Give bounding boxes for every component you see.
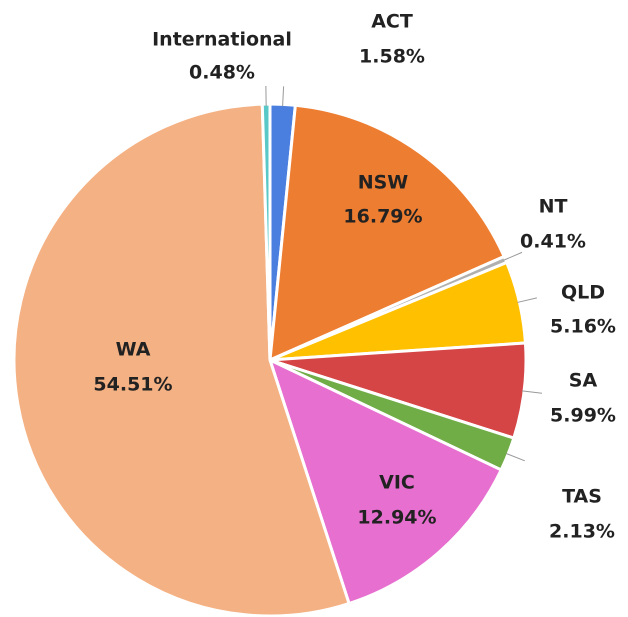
pie-slice — [268, 103, 507, 363]
leader-line — [522, 390, 543, 394]
value-label: 12.94% — [357, 507, 436, 529]
leader-line — [282, 86, 285, 107]
value-label: 5.16% — [550, 316, 616, 338]
value-label: 54.51% — [93, 374, 172, 396]
value-label: 16.79% — [343, 206, 422, 228]
value-label: 0.41% — [520, 231, 586, 253]
slice-label: WA — [116, 339, 151, 361]
slice-label: International — [152, 29, 292, 51]
slice-label: TAS — [562, 486, 602, 508]
value-label: 1.58% — [359, 46, 425, 68]
slice-label: NT — [539, 196, 568, 218]
leader-line — [503, 251, 523, 261]
value-label: 5.99% — [550, 405, 616, 427]
leader-line — [505, 453, 525, 462]
pie-slice — [267, 357, 504, 606]
value-label: 0.48% — [189, 62, 255, 84]
slice-label: ACT — [371, 11, 413, 33]
slice-label: QLD — [561, 282, 605, 304]
slice-label: NSW — [358, 172, 409, 194]
value-label: 2.13% — [549, 521, 615, 543]
slice-label: SA — [569, 370, 598, 392]
leader-line — [517, 297, 537, 303]
slice-label: VIC — [379, 472, 415, 494]
